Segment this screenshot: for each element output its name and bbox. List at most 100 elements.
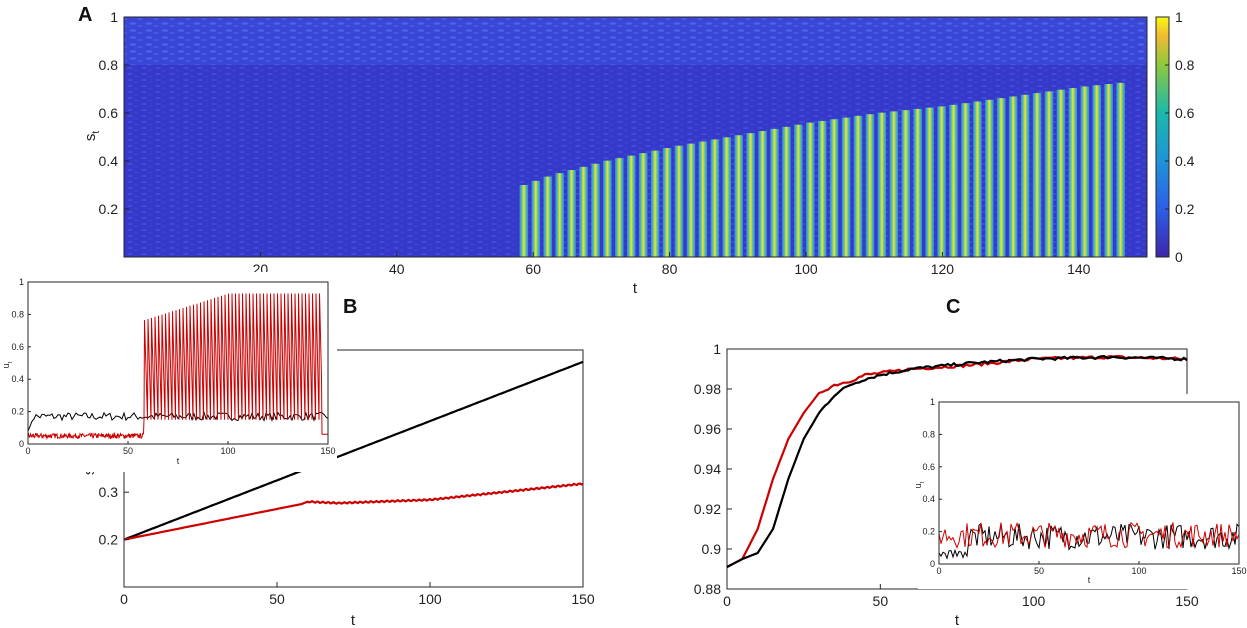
heatmap-stripe (519, 185, 529, 257)
colorbar-tick-label: 0.6 (1175, 105, 1195, 121)
heatmap-stripe (1116, 82, 1125, 257)
heatmap-stripe (782, 126, 791, 257)
heatmap-stripe (985, 99, 994, 257)
heatmap-upper-band (124, 17, 1147, 65)
panel-b-inset-lines (28, 293, 328, 441)
panel-b-ytick-label: 0.2 (99, 532, 119, 548)
heatmap-stripe (937, 106, 946, 257)
heatmap-stripe (841, 117, 851, 257)
heatmap-stripe (1032, 93, 1042, 257)
panel-b-inset-xtick-label: 150 (320, 446, 335, 456)
panel-b-ytick-label: 0.3 (99, 484, 119, 500)
panel-b-inset-ytick-label: 0.8 (11, 309, 24, 319)
heatmap-stripe (913, 108, 923, 257)
heatmap-stripe (650, 150, 660, 257)
panel-c-black-line (726, 354, 1188, 568)
heatmap-stripe (579, 166, 588, 257)
colorbar-ticks: 0 0.2 0.4 0.6 0.8 1 (1165, 9, 1195, 265)
panel-b-inset-red-line (28, 293, 328, 441)
panel-c-inset-ytick-label: 0.6 (922, 462, 935, 472)
heatmap-stripe (674, 145, 684, 257)
panel-c-inset-ytick-label: 1 (930, 397, 935, 407)
panel-c-inset-lines (939, 521, 1239, 560)
heatmap-stripe (1008, 96, 1018, 257)
panel-c-inset-xtick-label: 150 (1231, 566, 1246, 576)
heatmap-stripe (1044, 91, 1054, 257)
heatmap-frame (123, 16, 1148, 258)
colorbar-tick-label: 1 (1175, 9, 1183, 25)
heatmap-stripe (925, 107, 934, 257)
heatmap-xtick-label: 80 (662, 261, 678, 277)
heatmap-stripe (889, 111, 899, 257)
panel-c-inset-xtick-label: 0 (936, 566, 941, 576)
heatmap-stripe (615, 158, 624, 257)
heatmap-ylabel: st (82, 131, 102, 142)
panel-b-inset: 0 50 100 150 0 0.2 0.4 0.6 0.8 1 t ut (1, 272, 337, 472)
panel-b-xlabel: t (351, 612, 356, 628)
panel-b-inset-black-line (28, 410, 328, 432)
colorbar-tick-label: 0.4 (1175, 153, 1195, 169)
colorbar-gradient (1156, 17, 1169, 257)
panel-b-inset-ytick-label: 1 (19, 277, 24, 287)
panel-b-xtick-label: 150 (571, 591, 595, 607)
heatmap-stripe (770, 128, 779, 257)
panel-c-ytick-label: 0.94 (694, 461, 721, 477)
heatmap-stripe (543, 176, 553, 257)
heatmap-xtick-label: 40 (389, 261, 405, 277)
heatmap-stripe (662, 148, 672, 257)
heatmap-stripe (829, 119, 839, 257)
panel-c-inset-ytick-label: 0.8 (922, 429, 935, 439)
oscillation-stripes (519, 82, 1125, 257)
heatmap-xtick-label: 60 (525, 261, 541, 277)
heatmap-xtick-label: 140 (1067, 261, 1091, 277)
panel-c-label: C (946, 296, 960, 318)
panel-c-inset-ticks: 0 50 100 150 0 0.2 0.4 0.6 0.8 1 (922, 397, 1246, 576)
colorbar: 0 0.2 0.4 0.6 0.8 1 (1155, 9, 1195, 265)
panel-c-xtick-label: 50 (873, 593, 889, 609)
heatmap-stripe (710, 139, 720, 257)
panel-c-inset-black-line (939, 522, 1239, 560)
heatmap-stripe (806, 122, 815, 257)
panel-b-inset-ytick-label: 0.2 (11, 407, 24, 417)
panel-c-inset-ylabel: ut (913, 481, 926, 488)
heatmap-stripe (865, 114, 875, 257)
panel-c-ytick-label: 0.92 (694, 501, 721, 517)
panel-c-ytick-label: 0.9 (702, 541, 722, 557)
panel-c-inset-xlabel: t (1088, 575, 1091, 585)
heatmap-xtick-label: 120 (931, 261, 955, 277)
heatmap-stripe (555, 173, 564, 257)
panel-c-xtick-label: 150 (1175, 593, 1199, 609)
panel-b-red-line (123, 482, 584, 541)
panel-a-label: A (78, 4, 92, 26)
panel-c-inset-xtick-label: 100 (1131, 566, 1146, 576)
panel-c-inset-xtick-label: 50 (1034, 566, 1044, 576)
colorbar-tick-label: 0.2 (1175, 201, 1195, 217)
heatmap-stripe (853, 115, 863, 257)
panel-b-inset-ylabel: ut (1, 361, 14, 368)
heatmap-ytick-label: 0.8 (99, 57, 119, 73)
panel-c-ytick-label: 0.96 (694, 421, 721, 437)
heatmap-ytick-label: 0.2 (99, 201, 119, 217)
panel-b-xtick-label: 0 (120, 591, 128, 607)
heatmap-stripe (901, 110, 911, 257)
panel-b-lines (123, 360, 584, 541)
panel-b-label: B (343, 296, 357, 318)
heatmap-ytick-label: 1 (110, 9, 118, 25)
panel-b-inset-ticks: 0 50 100 150 0 0.2 0.4 0.6 0.8 1 (11, 277, 335, 456)
panel-b-inset-ytick-label: 0 (19, 439, 24, 449)
heatmap-stripe (698, 141, 708, 257)
panel-c-ytick-label: 0.88 (694, 581, 721, 597)
colorbar-tick-label: 0.8 (1175, 57, 1195, 73)
panel-c-inset-ytick-label: 0 (930, 559, 935, 569)
heatmap-stripe (1020, 94, 1030, 257)
heatmap-xtick-label: 100 (794, 261, 818, 277)
panel-b-inset-ylabel-sub: t (8, 361, 14, 363)
colorbar-tick-label: 0 (1175, 249, 1183, 265)
panel-c-inset-ylabel-sub: t (920, 481, 926, 483)
heatmap-stripe (961, 103, 970, 257)
heatmap-stripe (973, 101, 982, 257)
heatmap-stripe (1068, 88, 1078, 257)
